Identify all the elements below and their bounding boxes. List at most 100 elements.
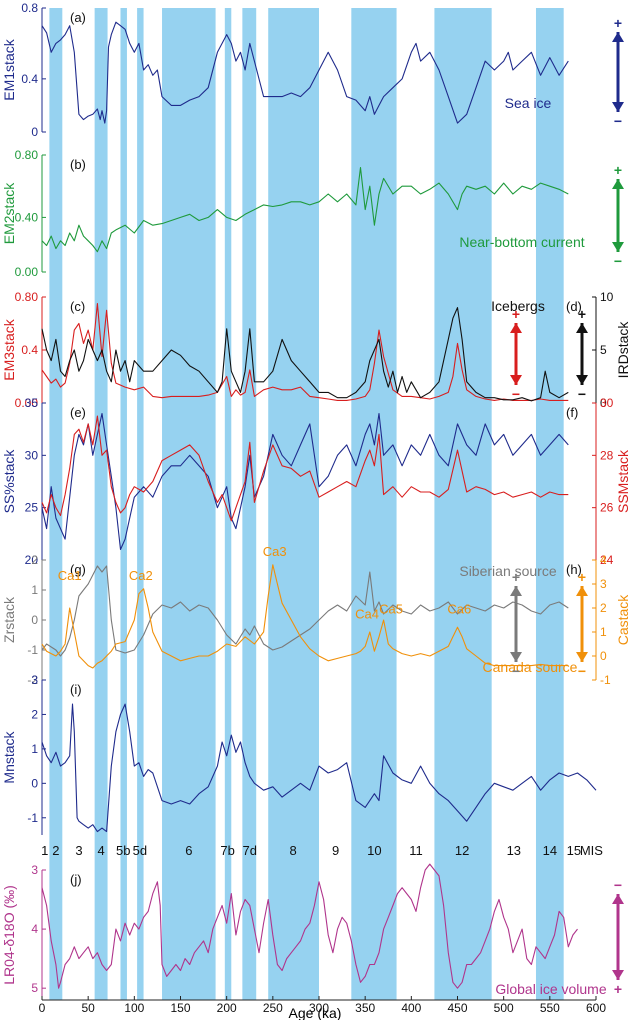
x-tick-label: 450 <box>447 1001 467 1015</box>
y-tick-label-left: -1 <box>27 643 38 657</box>
glacial-band-10 <box>535 8 564 1000</box>
series-line-ssm <box>41 415 569 522</box>
series-annotation: Near-bottom current <box>459 234 584 250</box>
panel-tag: (e) <box>70 405 86 420</box>
mis-label: 4 <box>97 843 104 858</box>
y-tick-label-right: 28 <box>600 448 614 462</box>
x-axis-label: Age (ka) <box>289 1005 342 1020</box>
mis-label: 1 <box>41 843 48 858</box>
y-tick-label-left: 0.00 <box>15 265 39 279</box>
glacial-band-7 <box>268 8 319 1000</box>
y-axis-label-left: EM3stack <box>1 318 17 380</box>
panel-tag: (i) <box>70 682 82 697</box>
x-tick-label: 250 <box>263 1001 283 1015</box>
glacial-band-1 <box>94 8 108 1000</box>
y-tick-label-right: 5 <box>600 343 607 357</box>
plus-sign-icon: + <box>512 306 520 322</box>
y-tick-label-left: 0 <box>31 776 38 790</box>
glacial-band-0 <box>49 8 63 1000</box>
arrow-head-up <box>612 179 624 189</box>
arrow-head-down <box>510 652 522 662</box>
plus-sign-icon: + <box>578 306 586 322</box>
panel-tag: (c) <box>70 299 85 314</box>
source-annotation-bottom: Canada source <box>483 659 578 675</box>
glacial-band-9 <box>434 8 492 1000</box>
panel-i: 3 2 1 0 -1 Mnstack (i) <box>1 673 597 835</box>
y-tick-label-left: 1 <box>31 742 38 756</box>
y-tick-label-left: 0 <box>31 125 38 139</box>
source-annotation-top: Siberian source <box>459 563 556 579</box>
series-line-zr <box>41 565 569 657</box>
mis-label: 15 <box>567 843 581 858</box>
x-tick-label: 100 <box>124 1001 144 1015</box>
arrow-head-down <box>510 375 522 385</box>
plus-sign-icon: + <box>614 162 622 178</box>
y-tick-label-left: 0.80 <box>15 290 39 304</box>
panel-tag: (b) <box>70 157 86 172</box>
mis-label: 13 <box>507 843 521 858</box>
glacial-band-4 <box>162 8 216 1000</box>
series-line-ird <box>41 307 569 402</box>
arrow-head-up <box>612 32 624 42</box>
y-tick-label-right: 4 <box>600 553 607 567</box>
mis-label: 6 <box>185 843 192 858</box>
y-axis-label-right: IRDstack <box>615 321 631 379</box>
y-tick-label-left: 0.4 <box>21 343 38 357</box>
mis-label: 12 <box>455 843 469 858</box>
y-tick-label-left: 0.00 <box>15 396 39 410</box>
panel-a: 0.8 0.4 0 EM1stack (a) Sea ice + − <box>1 1 624 139</box>
x-tick-label: 350 <box>355 1001 375 1015</box>
y-tick-label-right: 2 <box>600 601 607 615</box>
x-tick-label: 200 <box>217 1001 237 1015</box>
y-axis-label-right: Castack <box>615 594 631 646</box>
y-axis-label-right: SSMstack <box>615 449 631 513</box>
y-tick-label-left: -1 <box>27 811 38 825</box>
plus-sign-icon: + <box>512 569 520 585</box>
y-tick-label-left: 35 <box>25 396 39 410</box>
y-tick-label-left: 4 <box>31 922 38 936</box>
y-tick-label-left: 3 <box>31 673 38 687</box>
y-tick-label-left: 30 <box>25 448 39 462</box>
x-tick-label: 0 <box>39 1001 46 1015</box>
panel-g: 2 1 0 -1 -2 Zrstack 4 3 2 1 0 -1 Castack (g) (h) Siberi… <box>1 544 631 687</box>
y-tick-label-right: -1 <box>600 673 611 687</box>
x-tick-label: 500 <box>494 1001 514 1015</box>
peak-label: Ca6 <box>447 602 471 617</box>
arrow-head-up <box>510 586 522 596</box>
series-line-em3 <box>41 303 569 401</box>
y-tick-label-right: 0 <box>600 649 607 663</box>
y-tick-label-left: 2 <box>31 553 38 567</box>
peak-label: Ca5 <box>379 602 403 617</box>
glacial-band-5 <box>224 8 232 1000</box>
panel-j: 3 4 5 LR04-δ18O (‰) (j) Global ice volume − + <box>1 863 624 1000</box>
y-axis-label-left: LR04-δ18O (‰) <box>1 885 17 985</box>
minus-sign-icon: − <box>614 113 622 129</box>
arrow-head-down <box>612 970 624 980</box>
mis-label: 5b <box>116 843 130 858</box>
y-axis-label-left: Mnstack <box>1 730 17 783</box>
mis-label: 7b <box>220 843 234 858</box>
series-line-ca <box>41 564 569 669</box>
glacial-band-3 <box>137 8 144 1000</box>
arrow-head-up <box>510 323 522 333</box>
y-tick-label-right: 26 <box>600 501 614 515</box>
series-line-em1 <box>41 21 569 124</box>
y-tick-label-left: 5 <box>31 981 38 995</box>
series-line-em2 <box>41 166 569 253</box>
mis-label: 3 <box>75 843 82 858</box>
panel-tag-2: (d) <box>566 299 582 314</box>
arrow-head-down <box>576 652 588 662</box>
panel-tag: (g) <box>70 562 86 577</box>
y-tick-label-left: 0.4 <box>21 72 38 86</box>
y-tick-label-right: 30 <box>600 396 614 410</box>
mis-label: 14 <box>543 843 557 858</box>
age-x-axis: Age (ka) 0 50 100 150 200 250 300 350 400 450 500 5… <box>39 996 606 1020</box>
minus-sign-icon: − <box>578 663 586 679</box>
y-tick-label-right: 0 <box>600 396 607 410</box>
plus-sign-icon: + <box>614 15 622 31</box>
y-tick-label-left: 0.80 <box>15 148 39 162</box>
x-tick-label: 550 <box>540 1001 560 1015</box>
peak-label: Ca4 <box>355 606 379 621</box>
